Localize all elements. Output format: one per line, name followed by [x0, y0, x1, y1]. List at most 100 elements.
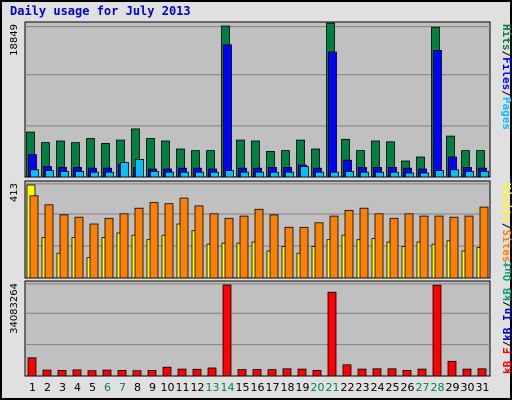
- day-label-16: 16: [251, 381, 265, 394]
- day-label-28: 28: [431, 381, 445, 394]
- day-label-30: 30: [461, 381, 475, 394]
- bar-files-day-21: [328, 51, 337, 178]
- bar-kbf-day-24: [372, 368, 382, 377]
- bar-kbf-day-14: [222, 284, 232, 377]
- bar-pages-day-5: [90, 171, 99, 178]
- bar-kbf-day-7: [117, 369, 127, 377]
- day-label-26: 26: [401, 381, 415, 394]
- day-label-25: 25: [386, 381, 400, 394]
- day-label-5: 5: [89, 381, 96, 394]
- day-label-3: 3: [59, 381, 66, 394]
- bar-kbf-day-22: [342, 364, 352, 377]
- day-label-20: 20: [311, 381, 325, 394]
- bar-pages-day-18: [285, 171, 294, 178]
- day-label-2: 2: [44, 381, 51, 394]
- bar-sites-day-11: [179, 197, 189, 279]
- day-label-6: 6: [104, 381, 111, 394]
- day-label-1: 1: [29, 381, 36, 394]
- bar-pages-day-10: [165, 171, 174, 178]
- day-label-22: 22: [341, 381, 355, 394]
- bar-pages-day-20: [315, 171, 324, 178]
- bar-sites-day-12: [194, 205, 204, 279]
- legend-item-hits: Hits: [500, 24, 512, 51]
- bar-sites-day-5: [89, 223, 99, 279]
- legend-item-sites: Sites: [500, 229, 512, 262]
- bar-kbf-day-23: [357, 368, 367, 377]
- bar-sites-day-19: [299, 226, 309, 279]
- bar-pages-day-6: [105, 171, 114, 178]
- bar-pages-day-1: [30, 169, 39, 178]
- bar-sites-day-16: [254, 208, 264, 279]
- bar-pages-day-2: [45, 170, 54, 178]
- day-label-9: 9: [149, 381, 156, 394]
- bar-sites-day-2: [44, 204, 54, 279]
- bar-sites-day-22: [344, 209, 354, 279]
- bar-files-day-14: [223, 44, 232, 178]
- bar-kbf-day-12: [192, 368, 202, 377]
- bar-pages-day-9: [150, 170, 159, 178]
- legend-1: Hits/Files/Pages: [500, 24, 512, 130]
- bar-sites-day-14: [224, 217, 234, 279]
- day-label-10: 10: [161, 381, 175, 394]
- bar-sites-day-15: [239, 215, 249, 279]
- legend-separator: /: [501, 341, 512, 348]
- bar-pages-day-30: [465, 170, 474, 178]
- day-label-18: 18: [281, 381, 295, 394]
- legend-item-pages: Pages: [500, 97, 512, 130]
- bar-pages-day-7: [120, 162, 129, 178]
- day-label-17: 17: [266, 381, 280, 394]
- bar-kbf-day-25: [387, 368, 397, 377]
- bar-sites-day-23: [359, 207, 369, 279]
- bar-pages-day-3: [60, 170, 69, 178]
- bar-sites-day-3: [59, 214, 69, 279]
- bar-kbf-day-19: [297, 368, 307, 377]
- bar-sites-day-17: [269, 214, 279, 279]
- bar-pages-day-11: [180, 171, 189, 178]
- bar-pages-day-31: [480, 170, 489, 178]
- bar-pages-day-24: [375, 171, 384, 178]
- y-max-label-2: 413: [9, 183, 20, 202]
- bar-kbf-day-20: [312, 369, 322, 377]
- legend-item-visits: Visits: [500, 183, 512, 223]
- bar-sites-day-9: [149, 202, 159, 279]
- y-max-label-1: 18849: [9, 24, 20, 56]
- bar-kbf-day-8: [132, 370, 142, 377]
- bar-pages-day-19: [300, 166, 309, 178]
- bar-kbf-day-30: [462, 368, 472, 377]
- bar-files-day-28: [433, 50, 442, 178]
- day-label-31: 31: [476, 381, 490, 394]
- bar-kbf-day-5: [87, 370, 97, 377]
- bar-kbf-day-1: [27, 357, 37, 377]
- bar-pages-day-29: [450, 169, 459, 178]
- bar-sites-day-13: [209, 213, 219, 279]
- bar-sites-day-1: [29, 195, 39, 279]
- day-label-4: 4: [74, 381, 81, 394]
- bar-sites-day-20: [314, 222, 324, 279]
- legend-item-kb-in: kB In: [501, 308, 512, 341]
- legend-3: kB F/kB In/kB Out: [501, 261, 512, 374]
- bar-pages-day-21: [330, 171, 339, 178]
- y-max-label-3: 34083264: [9, 283, 20, 334]
- bar-sites-day-7: [119, 213, 129, 279]
- day-label-14: 14: [221, 381, 235, 394]
- chart-title: Daily usage for July 2013: [10, 4, 191, 18]
- day-label-7: 7: [119, 381, 126, 394]
- bar-pages-day-26: [405, 172, 414, 178]
- bar-kbf-day-26: [402, 369, 412, 377]
- day-label-27: 27: [416, 381, 430, 394]
- legend-separator: /: [500, 90, 512, 97]
- bar-pages-day-8: [135, 158, 144, 178]
- bar-sites-day-30: [464, 215, 474, 279]
- legend-separator: /: [500, 223, 512, 230]
- bar-kbf-day-2: [42, 369, 52, 377]
- bar-pages-day-4: [75, 170, 84, 178]
- day-label-15: 15: [236, 381, 250, 394]
- bar-kbf-day-11: [177, 368, 187, 377]
- bar-kbf-day-18: [282, 368, 292, 377]
- day-label-21: 21: [326, 381, 340, 394]
- bar-pages-day-15: [240, 171, 249, 178]
- bar-sites-day-29: [449, 216, 459, 279]
- bar-pages-day-14: [225, 170, 234, 178]
- bar-kbf-day-16: [252, 369, 262, 377]
